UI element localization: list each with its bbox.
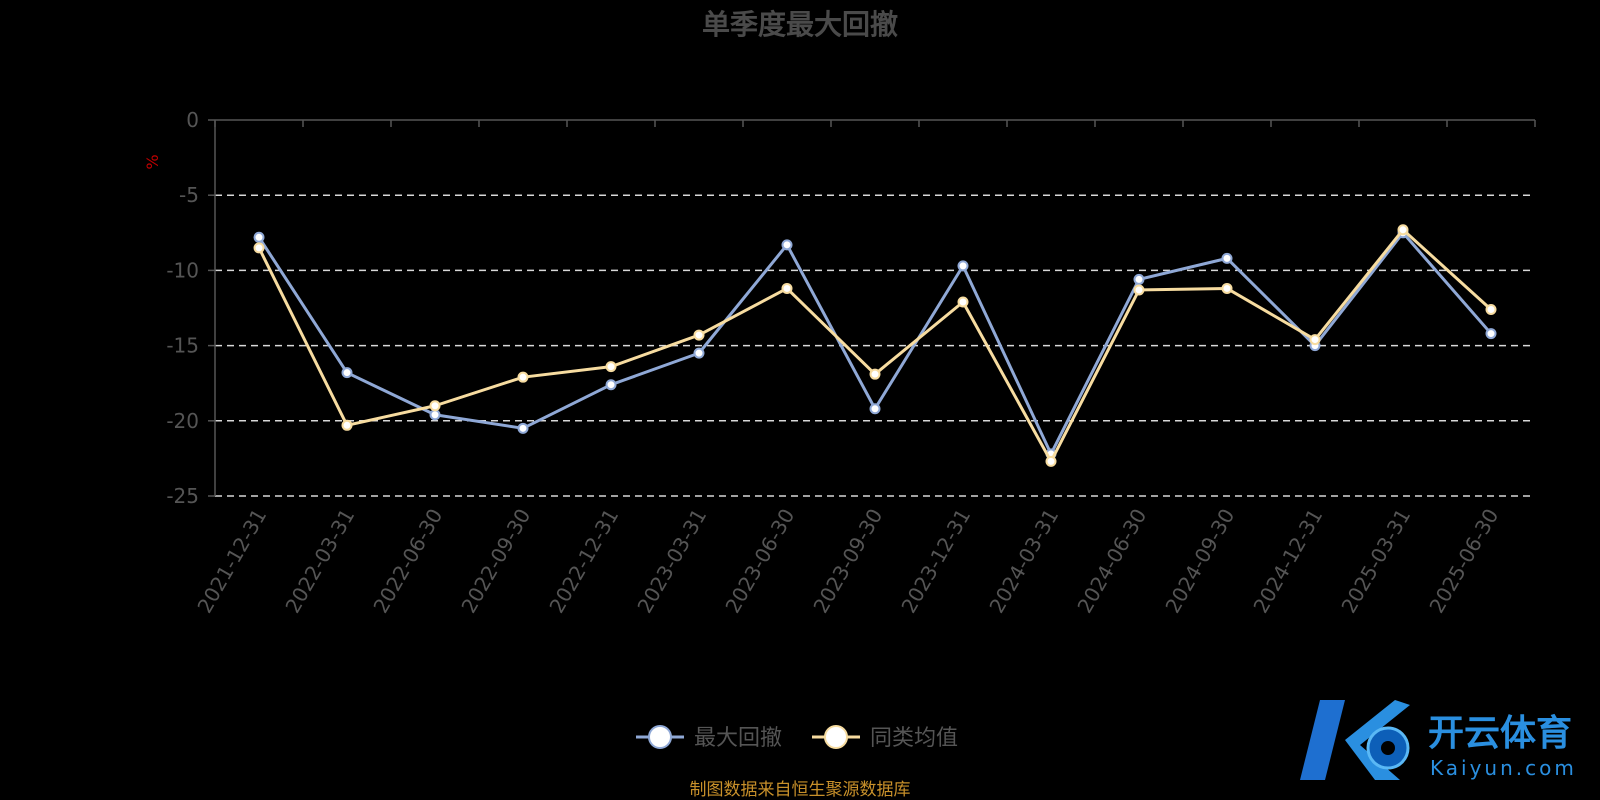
brand-name-en: Kaiyun.com — [1430, 756, 1577, 780]
data-point[interactable] — [869, 368, 881, 380]
data-point[interactable] — [1133, 273, 1145, 285]
data-point[interactable] — [781, 282, 793, 294]
series-1 — [253, 227, 1497, 460]
x-tick-label: 2022-09-30 — [456, 505, 535, 618]
data-point[interactable] — [781, 239, 793, 251]
grid-lines — [215, 194, 1535, 497]
x-tick-label: 2023-09-30 — [808, 505, 887, 618]
brand-watermark: 开云体育 Kaiyun.com — [1300, 700, 1577, 780]
data-point[interactable] — [341, 419, 353, 431]
data-point[interactable] — [693, 329, 705, 341]
x-tick-label: 2024-06-30 — [1072, 505, 1151, 618]
x-tick-label: 2022-03-31 — [280, 505, 359, 618]
legend-label: 最大回撤 — [694, 726, 782, 751]
legend-item-2[interactable]: 同类均值 — [812, 725, 958, 751]
x-tick-label: 2023-03-31 — [632, 505, 711, 618]
y-tick-label: -20 — [166, 409, 199, 433]
legend-marker — [648, 725, 672, 749]
data-point[interactable] — [429, 409, 441, 421]
x-tick-label: 2022-06-30 — [368, 505, 447, 618]
data-point[interactable] — [1485, 328, 1497, 340]
legend-marker — [824, 725, 848, 749]
x-tick-label: 2024-09-30 — [1160, 505, 1239, 618]
data-point[interactable] — [957, 296, 969, 308]
brand-logo-icon — [1300, 700, 1410, 780]
data-point[interactable] — [869, 403, 881, 415]
data-point[interactable] — [957, 260, 969, 272]
y-tick-label: 0 — [186, 108, 199, 132]
data-point[interactable] — [1309, 334, 1321, 346]
x-tick-label: 2022-12-31 — [544, 505, 623, 618]
data-point[interactable] — [1485, 304, 1497, 316]
chart-title: 单季度最大回撤 — [702, 8, 898, 41]
series-2 — [253, 224, 1497, 467]
data-point[interactable] — [253, 242, 265, 254]
data-source-note: 制图数据来自恒生聚源数据库 — [690, 780, 911, 800]
x-tick-label: 2025-06-30 — [1424, 505, 1503, 618]
data-point[interactable] — [1221, 252, 1233, 264]
data-point[interactable] — [693, 347, 705, 359]
x-tick-label: 2025-03-31 — [1336, 505, 1415, 618]
x-tick-label: 2024-12-31 — [1248, 505, 1327, 618]
axes — [208, 119, 1536, 497]
legend-label: 同类均值 — [870, 726, 958, 751]
series-layer — [253, 224, 1497, 467]
data-point[interactable] — [605, 361, 617, 373]
data-point[interactable] — [1397, 224, 1409, 236]
data-point[interactable] — [253, 231, 265, 243]
y-tick-label: -10 — [166, 258, 199, 282]
data-point[interactable] — [517, 371, 529, 383]
legend[interactable]: 最大回撤 同类均值 — [636, 725, 958, 751]
y-tick-labels: 0 -5 -10 -15 -20 -25 — [166, 108, 199, 508]
data-point[interactable] — [517, 422, 529, 434]
data-point[interactable] — [1045, 455, 1057, 467]
y-axis-label: % — [143, 154, 162, 169]
brand-name-cn: 开云体育 — [1428, 713, 1572, 754]
x-tick-label: 2023-12-31 — [896, 505, 975, 618]
data-point[interactable] — [1221, 282, 1233, 294]
y-tick-label: -25 — [166, 484, 199, 508]
legend-item-1[interactable]: 最大回撤 — [636, 725, 782, 751]
data-point[interactable] — [1133, 284, 1145, 296]
y-tick-label: -5 — [179, 183, 199, 207]
data-point[interactable] — [341, 367, 353, 379]
x-tick-label: 2024-03-31 — [984, 505, 1063, 618]
data-point[interactable] — [605, 379, 617, 391]
x-tick-labels: 2021-12-31 2022-03-31 2022-06-30 2022-09-30… — [192, 505, 1503, 618]
y-tick-label: -15 — [166, 334, 199, 358]
data-point[interactable] — [429, 400, 441, 412]
x-tick-label: 2021-12-31 — [192, 505, 271, 618]
x-tick-label: 2023-06-30 — [720, 505, 799, 618]
